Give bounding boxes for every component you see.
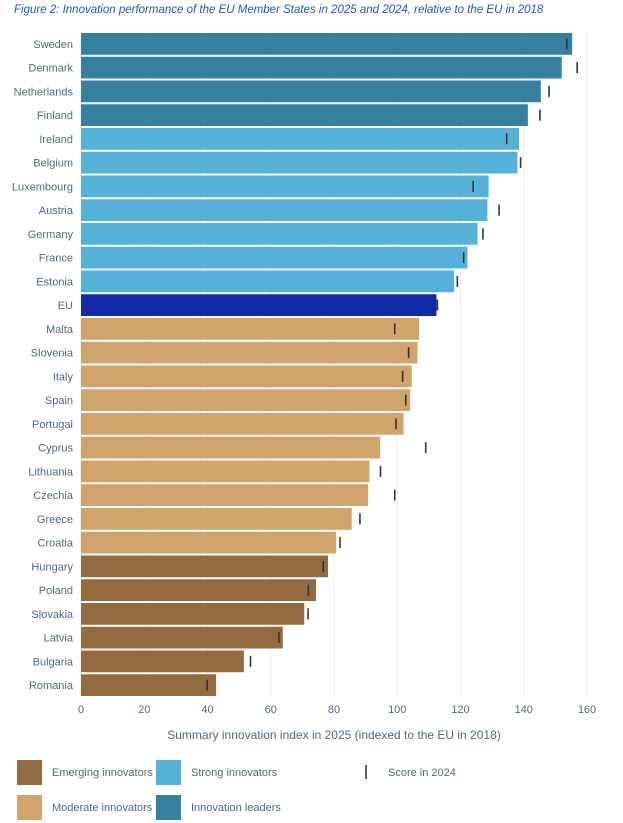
- category-label: France: [39, 253, 73, 265]
- legend-swatch-emerging: [17, 760, 42, 785]
- bar-netherlands: [81, 80, 541, 103]
- category-label: Hungary: [31, 561, 73, 573]
- category-label: Estonia: [36, 276, 74, 288]
- category-label: Bulgaria: [33, 656, 74, 668]
- category-label: Cyprus: [38, 443, 73, 455]
- x-tick-label: 60: [265, 704, 277, 716]
- legend-label: Emerging innovators: [52, 767, 153, 779]
- category-label: Lithuania: [28, 466, 74, 478]
- category-label: Portugal: [32, 419, 73, 431]
- bar-portugal: [81, 413, 404, 435]
- legend: Emerging innovators Strong innovators Scor…: [17, 760, 456, 820]
- category-label: Sweden: [33, 39, 73, 51]
- bar-estonia: [81, 270, 455, 293]
- bar-croatia: [81, 531, 337, 554]
- bar-belgium: [81, 151, 518, 174]
- category-label: Poland: [39, 585, 73, 597]
- bar-denmark: [81, 56, 562, 79]
- x-tick-label: 80: [328, 704, 340, 716]
- category-label: Czechia: [33, 490, 74, 502]
- category-label: Spain: [45, 395, 73, 407]
- bar-eu: [81, 294, 437, 316]
- x-axis-title: Summary innovation index in 2025 (indexe…: [167, 728, 501, 742]
- bar-malta: [81, 318, 420, 340]
- bar-ireland: [81, 128, 520, 150]
- bar-sweden: [81, 33, 573, 55]
- legend-label: Moderate innovators: [52, 802, 153, 814]
- bar-france: [81, 246, 468, 269]
- category-label: Germany: [28, 229, 74, 241]
- bar-poland: [81, 579, 316, 601]
- category-label: Romania: [29, 680, 74, 692]
- category-label: Greece: [37, 514, 73, 526]
- x-tick-label: 100: [388, 704, 406, 716]
- x-tick-label: 120: [451, 704, 469, 716]
- bar-finland: [81, 104, 528, 126]
- figure-title: Figure 2: Innovation performance of the …: [14, 4, 544, 16]
- x-tick-label: 20: [138, 704, 150, 716]
- category-label: Austria: [39, 205, 74, 217]
- category-label: Italy: [53, 371, 74, 383]
- bar-bulgaria: [81, 650, 244, 673]
- category-labels: Sweden Denmark Netherlands Finland Ireland Be…: [12, 39, 74, 692]
- legend-label: Innovation leaders: [191, 802, 281, 814]
- marker-layer: [206, 38, 578, 691]
- bar-austria: [81, 199, 488, 221]
- x-tick-label: 140: [515, 704, 533, 716]
- bar-czechia: [81, 484, 369, 506]
- bar-latvia: [81, 626, 283, 649]
- legend-swatch-strong: [156, 760, 181, 785]
- bar-romania: [81, 674, 217, 696]
- bar-lithuania: [81, 460, 370, 483]
- category-label: Slovenia: [31, 348, 74, 360]
- bar-greece: [81, 508, 352, 530]
- category-label: Netherlands: [14, 86, 74, 98]
- category-label: Belgium: [33, 158, 73, 170]
- bar-hungary: [81, 555, 328, 578]
- category-label: Latvia: [44, 633, 74, 645]
- legend-swatch-moderate: [17, 795, 42, 820]
- legend-label: Score in 2024: [388, 767, 456, 779]
- bar-layer: [81, 33, 573, 696]
- category-label: Malta: [46, 324, 74, 336]
- bar-slovakia: [81, 603, 305, 625]
- x-axis-ticks: 0 20 40 60 80 100 120 140 160: [78, 704, 596, 716]
- bar-spain: [81, 389, 411, 411]
- x-tick-label: 40: [201, 704, 213, 716]
- bar-luxembourg: [81, 175, 489, 198]
- bar-germany: [81, 223, 478, 245]
- bar-cyprus: [81, 436, 381, 459]
- category-label: Slovakia: [31, 609, 73, 621]
- x-tick-label: 0: [78, 704, 84, 716]
- category-label: Finland: [37, 110, 73, 122]
- category-label: Denmark: [28, 63, 73, 75]
- category-label: Ireland: [39, 134, 73, 146]
- bar-italy: [81, 365, 412, 388]
- bar-slovenia: [81, 341, 418, 364]
- category-label: Luxembourg: [12, 181, 73, 193]
- legend-swatch-leader: [156, 795, 181, 820]
- category-label: Croatia: [38, 538, 74, 550]
- category-label: EU: [58, 300, 73, 312]
- legend-label: Strong innovators: [191, 767, 278, 779]
- x-tick-label: 160: [578, 704, 596, 716]
